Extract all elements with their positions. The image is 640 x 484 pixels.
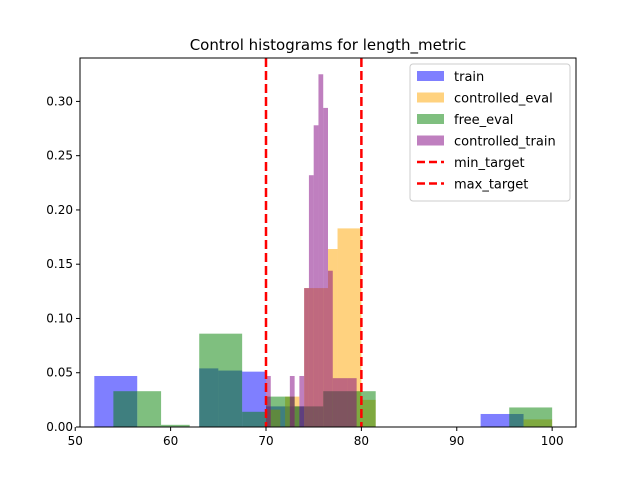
legend-swatch-train — [417, 71, 444, 81]
histogram-bar — [299, 375, 305, 427]
legend-swatch-free-eval — [417, 114, 444, 124]
y-tick-label: 0.25 — [46, 149, 73, 163]
y-tick-label: 0.05 — [46, 366, 73, 380]
histogram-bar — [199, 333, 243, 427]
histogram-bar — [289, 375, 295, 427]
legend-label-train: train — [454, 70, 484, 85]
x-tick-label: 70 — [258, 434, 273, 448]
x-tick-label: 80 — [354, 434, 369, 448]
histogram-bar — [137, 391, 162, 427]
legend: train controlled_eval free_eval controlled_… — [409, 63, 571, 202]
chart-title: Control histograms for length_metric — [190, 36, 467, 55]
histogram-bar — [332, 378, 348, 427]
histogram-bar — [266, 375, 271, 427]
x-tick-label: 100 — [541, 434, 564, 448]
histogram-bar — [509, 407, 553, 427]
histogram-bar — [313, 125, 319, 427]
histogram-bar — [347, 378, 357, 427]
histogram-bar — [318, 74, 324, 427]
plot-area — [79, 57, 577, 428]
axes-frame — [79, 57, 577, 428]
legend-swatch-controlled-train — [417, 135, 444, 146]
legend-label-controlled-train: controlled_train — [454, 135, 556, 150]
series-controlled-train — [266, 74, 357, 428]
y-tick-label: 0.20 — [46, 203, 73, 217]
legend-label-free-eval: free_eval — [454, 113, 513, 128]
legend-label-controlled-eval: controlled_eval — [454, 92, 553, 107]
y-tick-label: 0.10 — [46, 311, 73, 325]
x-tick-label: 50 — [68, 434, 83, 448]
y-tick-label: 0.00 — [46, 420, 73, 434]
histogram-bar — [323, 107, 328, 428]
legend-swatch-controlled-eval — [417, 92, 444, 103]
histogram-bar — [161, 424, 190, 427]
y-tick-label: 0.30 — [46, 94, 73, 108]
x-axis: 50 60 70 80 90 100 — [68, 427, 564, 448]
x-tick-label: 90 — [449, 434, 464, 448]
legend-box — [409, 63, 571, 202]
legend-label-min-target: min_target — [454, 156, 525, 171]
x-tick-label: 60 — [163, 434, 178, 448]
histogram-bar — [304, 288, 309, 427]
histogram-bar — [337, 228, 362, 427]
y-axis: 0.00 0.05 0.10 0.15 0.20 0.25 0.30 — [46, 94, 80, 434]
histogram-bar — [328, 270, 333, 427]
histogram-bar — [242, 411, 266, 427]
y-tick-label: 0.15 — [46, 257, 73, 271]
histogram-bar — [113, 391, 138, 427]
histogram-bar — [308, 175, 314, 427]
legend-label-max-target: max_target — [454, 178, 528, 193]
histogram-bar — [328, 249, 338, 427]
